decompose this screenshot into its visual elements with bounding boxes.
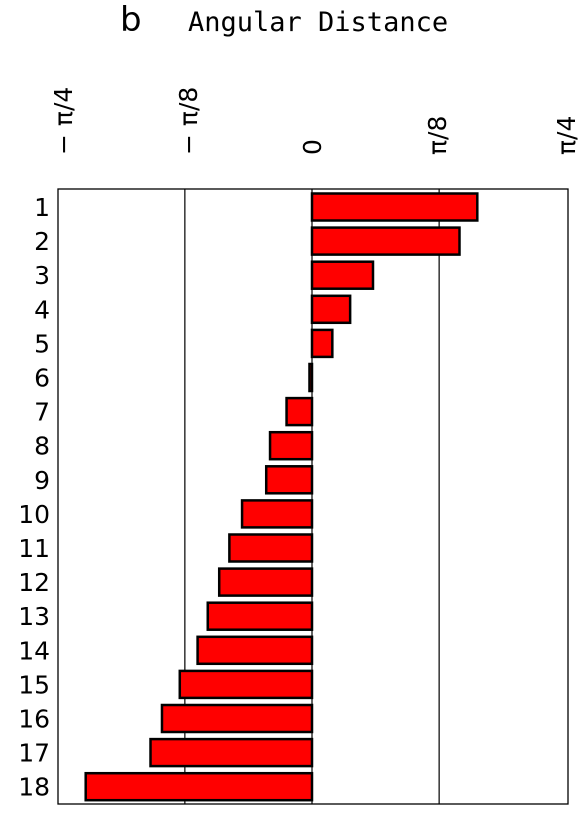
chart-title: Angular Distance bbox=[188, 7, 448, 38]
y-tick-label: 7 bbox=[34, 398, 50, 427]
bar-17 bbox=[151, 739, 312, 766]
y-tick-label: 14 bbox=[18, 636, 50, 665]
x-tick-label: − π/4 bbox=[49, 87, 78, 155]
bar-8 bbox=[270, 432, 312, 459]
x-tick-label: π/8 bbox=[423, 116, 452, 155]
y-tick-label: 16 bbox=[18, 705, 50, 734]
bar-11 bbox=[229, 535, 312, 562]
panel-label: b bbox=[120, 0, 142, 40]
bar-13 bbox=[208, 603, 312, 630]
y-tick-label: 5 bbox=[34, 329, 50, 358]
bar-3 bbox=[312, 262, 373, 289]
y-tick-label: 10 bbox=[18, 500, 50, 529]
y-tick-label: 18 bbox=[18, 773, 50, 802]
bar-9 bbox=[266, 466, 312, 493]
y-tick-label: 1 bbox=[34, 193, 50, 222]
y-tick-label: 8 bbox=[34, 432, 50, 461]
y-tick-label: 3 bbox=[34, 261, 50, 290]
bar-12 bbox=[219, 569, 312, 596]
x-tick-labels: − π/4 − π/8 0 π/8 π/4 bbox=[49, 87, 581, 155]
bar-6 bbox=[309, 364, 312, 391]
y-tick-label: 9 bbox=[34, 466, 50, 495]
y-tick-label: 15 bbox=[18, 670, 50, 699]
bar-10 bbox=[242, 500, 312, 527]
y-tick-label: 2 bbox=[34, 227, 50, 256]
bar-15 bbox=[180, 671, 312, 698]
y-tick-label: 4 bbox=[34, 295, 50, 324]
y-tick-label: 12 bbox=[18, 568, 50, 597]
y-tick-label: 17 bbox=[18, 739, 50, 768]
bar-1 bbox=[312, 194, 477, 221]
bar-16 bbox=[162, 705, 312, 732]
bar-5 bbox=[312, 330, 332, 357]
x-tick-label: 0 bbox=[298, 139, 327, 155]
bar-2 bbox=[312, 228, 460, 255]
bar-7 bbox=[287, 398, 312, 425]
bar-18 bbox=[86, 773, 312, 800]
bars bbox=[86, 194, 478, 801]
y-tick-label: 11 bbox=[18, 534, 50, 563]
bar-14 bbox=[198, 637, 312, 664]
y-tick-label: 6 bbox=[34, 364, 50, 393]
x-tick-label: − π/8 bbox=[174, 87, 203, 155]
y-tick-label: 13 bbox=[18, 602, 50, 631]
bar-4 bbox=[312, 296, 350, 323]
x-tick-label: π/4 bbox=[552, 116, 581, 155]
